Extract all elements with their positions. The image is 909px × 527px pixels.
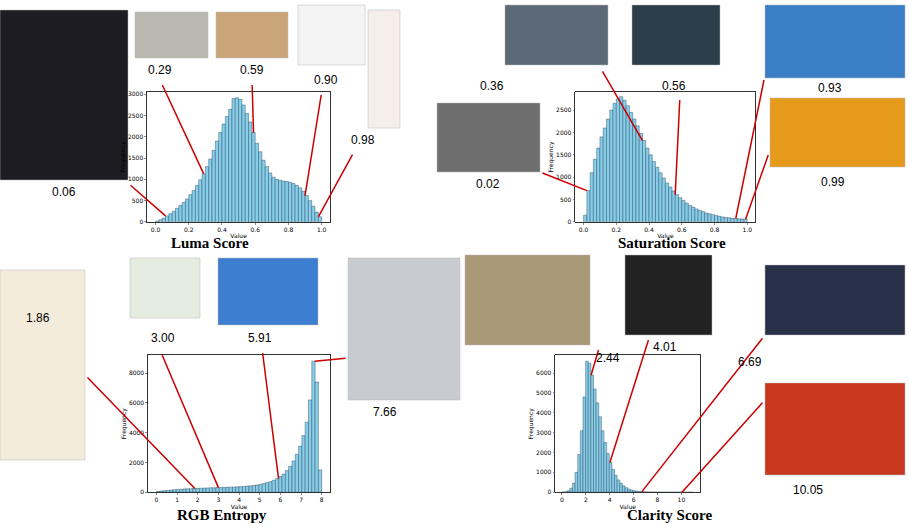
svg-text:2: 2 — [584, 496, 588, 503]
svg-text:8: 8 — [320, 496, 324, 503]
svg-text:0: 0 — [560, 496, 564, 503]
svg-text:Saturation Score: Saturation Score — [618, 235, 726, 251]
svg-text:2500: 2500 — [128, 112, 143, 119]
svg-text:8000: 8000 — [129, 369, 144, 376]
svg-text:Value: Value — [657, 232, 674, 239]
svg-text:1000: 1000 — [128, 175, 143, 182]
svg-text:4000: 4000 — [536, 409, 551, 416]
svg-text:RGB Entropy: RGB Entropy — [177, 507, 267, 523]
svg-text:6.69: 6.69 — [738, 355, 762, 369]
svg-text:2.44: 2.44 — [596, 351, 620, 365]
svg-text:1.0: 1.0 — [317, 226, 327, 233]
svg-text:1: 1 — [175, 496, 179, 503]
svg-text:7: 7 — [299, 496, 303, 503]
svg-text:2000: 2000 — [128, 133, 143, 140]
svg-text:5000: 5000 — [536, 389, 551, 396]
svg-text:Value: Value — [619, 503, 636, 510]
svg-text:10: 10 — [678, 496, 686, 503]
svg-text:1.0: 1.0 — [742, 226, 752, 233]
svg-text:0.56: 0.56 — [662, 79, 686, 93]
svg-text:0.2: 0.2 — [184, 226, 194, 233]
svg-text:2000: 2000 — [536, 449, 551, 456]
svg-text:Clarity Score: Clarity Score — [627, 507, 712, 523]
svg-text:0.0: 0.0 — [151, 226, 161, 233]
svg-text:2500: 2500 — [556, 106, 571, 113]
svg-text:0.98: 0.98 — [351, 133, 375, 147]
svg-text:0.4: 0.4 — [217, 226, 227, 233]
svg-text:0.6: 0.6 — [677, 226, 687, 233]
svg-text:0.90: 0.90 — [314, 73, 338, 87]
svg-text:500: 500 — [132, 197, 144, 204]
svg-text:Value: Value — [231, 503, 248, 510]
svg-text:0.02: 0.02 — [476, 177, 500, 191]
svg-text:0.2: 0.2 — [612, 226, 622, 233]
svg-text:4: 4 — [608, 496, 612, 503]
svg-text:4000: 4000 — [129, 429, 144, 436]
svg-text:1000: 1000 — [536, 468, 551, 475]
svg-text:Frequency: Frequency — [119, 141, 127, 172]
svg-text:Value: Value — [230, 232, 247, 239]
svg-text:0.4: 0.4 — [644, 226, 654, 233]
svg-text:3.00: 3.00 — [151, 331, 175, 345]
svg-text:0.29: 0.29 — [148, 63, 172, 77]
svg-text:500: 500 — [560, 196, 572, 203]
svg-text:5: 5 — [258, 496, 262, 503]
svg-text:Frequency: Frequency — [547, 141, 555, 172]
svg-text:0.8: 0.8 — [284, 226, 294, 233]
svg-text:0.36: 0.36 — [480, 79, 504, 93]
svg-text:8: 8 — [656, 496, 660, 503]
svg-text:Luma Score: Luma Score — [171, 235, 249, 251]
svg-text:6000: 6000 — [536, 369, 551, 376]
svg-text:0.0: 0.0 — [579, 226, 589, 233]
svg-text:4.01: 4.01 — [653, 340, 677, 354]
svg-text:3000: 3000 — [536, 429, 551, 436]
svg-text:7.66: 7.66 — [373, 405, 397, 419]
svg-text:0.8: 0.8 — [710, 226, 720, 233]
svg-text:6: 6 — [278, 496, 282, 503]
svg-text:0: 0 — [548, 488, 552, 495]
svg-text:2000: 2000 — [129, 459, 144, 466]
svg-text:0.06: 0.06 — [52, 185, 76, 199]
svg-text:2: 2 — [196, 496, 200, 503]
svg-text:1500: 1500 — [128, 154, 143, 161]
svg-text:4: 4 — [237, 496, 241, 503]
svg-text:0: 0 — [155, 496, 159, 503]
svg-text:3: 3 — [216, 496, 220, 503]
svg-text:1.86: 1.86 — [26, 311, 50, 325]
svg-text:6000: 6000 — [129, 399, 144, 406]
svg-text:5.91: 5.91 — [248, 331, 272, 345]
svg-text:0.6: 0.6 — [250, 226, 260, 233]
svg-text:0: 0 — [140, 488, 144, 495]
svg-text:3000: 3000 — [128, 90, 143, 97]
svg-text:Frequency: Frequency — [527, 408, 535, 439]
svg-text:0: 0 — [139, 218, 143, 225]
svg-text:2000: 2000 — [556, 129, 571, 136]
svg-text:0.59: 0.59 — [240, 63, 264, 77]
svg-text:0: 0 — [568, 218, 572, 225]
svg-text:10.05: 10.05 — [793, 483, 823, 497]
svg-text:1500: 1500 — [556, 151, 571, 158]
svg-text:Frequency: Frequency — [120, 408, 128, 439]
svg-text:0.99: 0.99 — [821, 175, 845, 189]
svg-text:0.93: 0.93 — [818, 81, 842, 95]
svg-text:1000: 1000 — [556, 173, 571, 180]
svg-text:6: 6 — [632, 496, 636, 503]
